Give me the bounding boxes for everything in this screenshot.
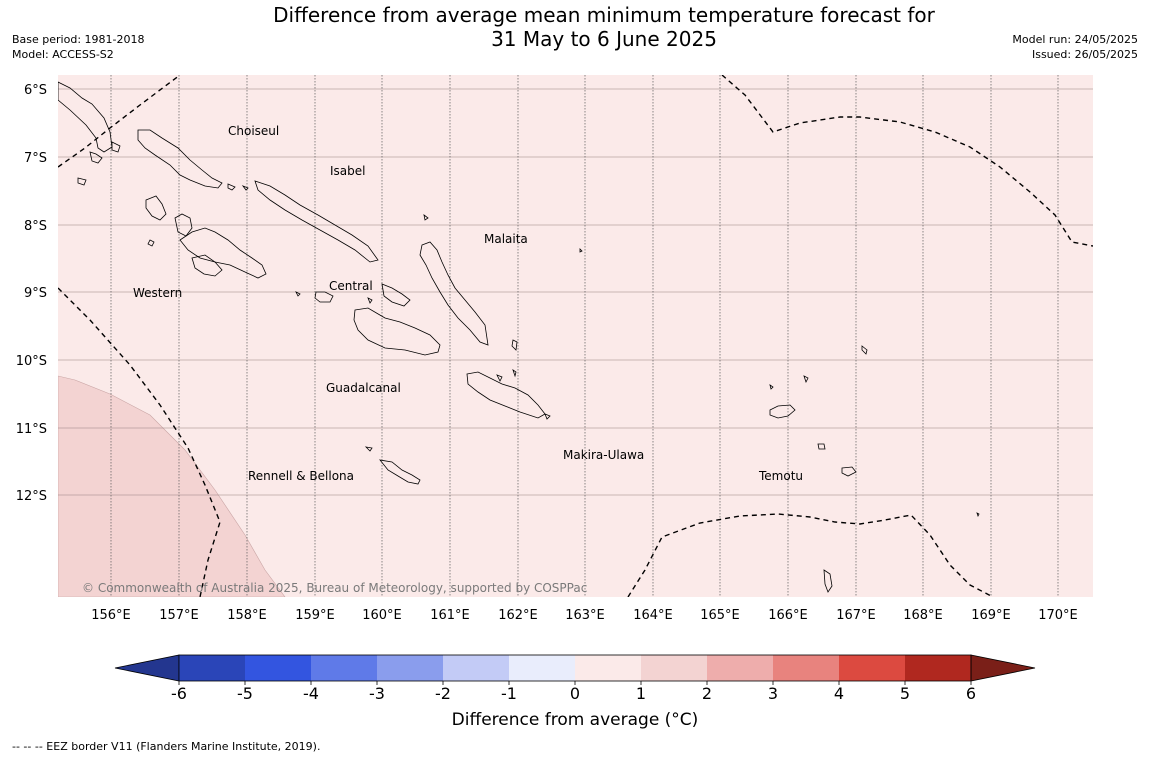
model-name: Model: ACCESS-S2 [12, 48, 114, 61]
colorbar: -6 -5 -4 -3 -2 -1 0 1 2 3 4 5 6 [114, 654, 1036, 703]
colorbar-tick: 3 [768, 684, 778, 703]
lon-label-164e: 164°E [633, 608, 673, 623]
province-label-central: Central [329, 279, 373, 293]
colorbar-bin [641, 655, 707, 681]
lon-label-161e: 161°E [430, 608, 470, 623]
land-outlines [58, 81, 980, 593]
colorbar-tick: -4 [303, 684, 319, 703]
colorbar-tick: 5 [900, 684, 910, 703]
map-background [58, 75, 1093, 597]
lon-label-165e: 165°E [700, 608, 740, 623]
colorbar-bin [377, 655, 443, 681]
colorbar-tick: -3 [369, 684, 385, 703]
colorbar-extend-low [114, 654, 180, 682]
colorbar-bin [245, 655, 311, 681]
colorbar-extend-high [970, 654, 1036, 682]
lat-label-7s: 7°S [24, 151, 47, 166]
colorbar-bin [707, 655, 773, 681]
lat-label-11s: 11°S [16, 422, 47, 437]
colorbar-tick: -1 [501, 684, 517, 703]
lat-label-6s: 6°S [24, 83, 47, 98]
colorbar-bin [575, 655, 641, 681]
lon-label-163e: 163°E [565, 608, 605, 623]
colorbar-tick: 1 [636, 684, 646, 703]
province-label-isabel: Isabel [330, 164, 365, 178]
lon-label-156e: 156°E [91, 608, 131, 623]
eez-border [58, 75, 1093, 597]
lon-label-166e: 166°E [768, 608, 808, 623]
copyright-notice: © Commonwealth of Australia 2025, Bureau… [82, 581, 587, 595]
province-label-rennell-bellona: Rennell & Bellona [248, 469, 354, 483]
lon-label-170e: 170°E [1038, 608, 1078, 623]
colorbar-bin [509, 655, 575, 681]
province-label-western: Western [133, 286, 182, 300]
lon-label-169e: 169°E [971, 608, 1011, 623]
map-title: Difference from average mean minimum tem… [0, 3, 1150, 51]
colorbar-tick: -5 [237, 684, 253, 703]
province-label-choiseul: Choiseul [228, 124, 279, 138]
anomaly-region [58, 375, 286, 597]
eez-footnote: -- -- -- EEZ border V11 (Flanders Marine… [12, 740, 321, 753]
meta-right: Model run: 24/05/2025 Issued: 26/05/2025 [1012, 32, 1138, 62]
lon-label-158e: 158°E [227, 608, 267, 623]
province-label-temotu: Temotu [758, 469, 803, 483]
lon-label-168e: 168°E [903, 608, 943, 623]
colorbar-tick: -6 [171, 684, 187, 703]
lon-label-162e: 162°E [498, 608, 538, 623]
lon-label-159e: 159°E [295, 608, 335, 623]
lat-label-9s: 9°S [24, 286, 47, 301]
colorbar-bin [839, 655, 905, 681]
colorbar-bin [905, 655, 971, 681]
colorbar-tick: 0 [570, 684, 580, 703]
colorbar-bin [311, 655, 377, 681]
lon-label-160e: 160°E [362, 608, 402, 623]
lat-label-8s: 8°S [24, 219, 47, 234]
model-run: Model run: 24/05/2025 [1012, 33, 1138, 46]
province-label-guadalcanal: Guadalcanal [326, 381, 401, 395]
colorbar-tick: -2 [435, 684, 451, 703]
title-line-2: 31 May to 6 June 2025 [491, 27, 717, 51]
colorbar-label: Difference from average (°C) [451, 710, 699, 730]
issued-date: Issued: 26/05/2025 [1031, 48, 1138, 61]
lat-label-10s: 10°S [16, 354, 47, 369]
colorbar-bin [179, 655, 245, 681]
colorbar-tick: 6 [966, 684, 976, 703]
title-line-1: Difference from average mean minimum tem… [273, 3, 935, 27]
colorbar-bin [443, 655, 509, 681]
colorbar-tick: 2 [702, 684, 712, 703]
lon-label-167e: 167°E [836, 608, 876, 623]
province-label-makira-ulawa: Makira-Ulawa [563, 448, 644, 462]
province-label-malaita: Malaita [484, 232, 528, 246]
lat-label-12s: 12°S [16, 489, 47, 504]
graticule [58, 88, 1093, 496]
base-period: Base period: 1981-2018 [12, 33, 145, 46]
colorbar-tick: 4 [834, 684, 844, 703]
meta-left: Base period: 1981-2018 Model: ACCESS-S2 [12, 32, 144, 62]
lon-label-157e: 157°E [159, 608, 199, 623]
colorbar-bin [773, 655, 839, 681]
